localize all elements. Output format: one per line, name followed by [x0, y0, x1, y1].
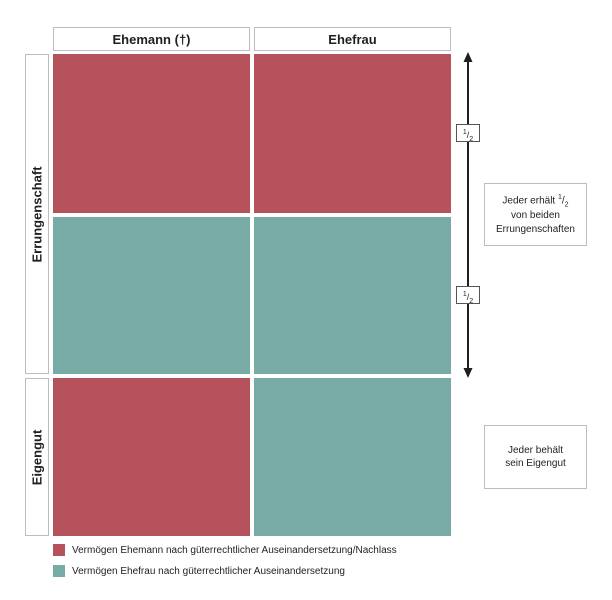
legend-item-wife: Vermögen Ehefrau nach güterrechtlicher A…	[53, 565, 345, 577]
legend-label-wife: Vermögen Ehefrau nach güterrechtlicher A…	[72, 565, 345, 577]
fraction-label-top: 1/2	[456, 124, 480, 143]
cell-acquired-wife-bottom	[254, 217, 451, 374]
cell-acquired-husband-bottom	[53, 217, 250, 374]
note-acquired-line1: Jeder erhält	[502, 194, 556, 206]
row-header-acquired-label: Errungenschaft	[29, 165, 45, 263]
row-header-own-label: Eigengut	[29, 429, 45, 485]
double-arrow-icon	[463, 52, 473, 378]
note-own-line2: sein Eigengut	[505, 458, 566, 469]
column-header-husband: Ehemann (†)	[53, 27, 250, 51]
fraction-top-numerator: 1	[462, 129, 467, 136]
note-own-line1: Jeder behält	[507, 444, 564, 456]
note-own: Jeder behält sein Eigengut	[484, 425, 587, 489]
fraction-bottom-numerator: 1	[462, 291, 467, 298]
legend-swatch-wife	[53, 565, 65, 577]
cell-acquired-husband-top	[53, 54, 250, 213]
legend-swatch-husband	[53, 544, 65, 556]
note-acquired-denominator: 2	[564, 200, 569, 208]
column-header-husband-label: Ehemann (†)	[112, 31, 191, 47]
fraction-bottom-denominator: 2	[469, 297, 474, 305]
cell-own-husband	[53, 378, 250, 536]
note-acquired-line3: Errungenschaften	[496, 223, 575, 235]
cell-own-wife	[254, 378, 451, 536]
column-header-wife-label: Ehefrau	[328, 31, 377, 47]
fraction-label-bottom: 1/2	[456, 286, 480, 305]
column-header-wife: Ehefrau	[254, 27, 451, 51]
row-header-acquired: Errungenschaft	[25, 54, 49, 374]
row-header-own: Eigengut	[25, 378, 49, 536]
note-acquired-numerator: 1	[557, 193, 562, 201]
note-acquired: Jeder erhält 1/2 von beiden Errungenscha…	[484, 183, 587, 246]
legend-label-husband: Vermögen Ehemann nach güterrechtlicher A…	[72, 544, 397, 556]
fraction-top-denominator: 2	[469, 135, 474, 143]
note-acquired-line2: von beiden	[511, 210, 560, 222]
cell-acquired-wife-top	[254, 54, 451, 213]
legend-item-husband: Vermögen Ehemann nach güterrechtlicher A…	[53, 544, 397, 556]
